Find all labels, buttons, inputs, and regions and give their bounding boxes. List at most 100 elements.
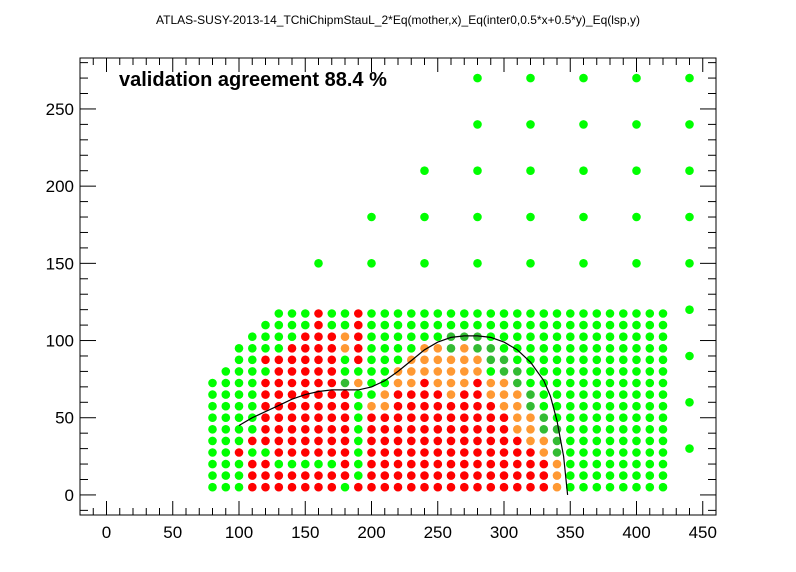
disagreement-red-point — [274, 471, 284, 480]
agreement-point — [579, 425, 588, 434]
disagreement-red-point — [301, 355, 310, 365]
partial-agreement-point — [340, 378, 350, 388]
disagreement-red-point — [367, 413, 376, 423]
agreement-point — [460, 320, 469, 330]
disagreement-orange-point — [446, 390, 456, 399]
agreement-point — [645, 390, 655, 399]
agreement-point — [552, 367, 562, 376]
disagreement-orange-point — [433, 355, 443, 365]
partial-agreement-point — [552, 436, 562, 446]
agreement-point — [592, 459, 602, 469]
agreement-point — [221, 413, 231, 423]
disagreement-red-point — [380, 471, 390, 480]
disagreement-red-point — [473, 425, 482, 434]
agreement-point — [579, 259, 588, 268]
agreement-point — [208, 436, 217, 446]
disagreement-orange-point — [526, 425, 535, 434]
agreement-point — [248, 378, 257, 388]
agreement-point — [552, 390, 562, 399]
agreement-point — [473, 212, 482, 222]
disagreement-red-point — [327, 401, 337, 411]
disagreement-red-point — [380, 413, 390, 423]
disagreement-red-point — [354, 320, 363, 330]
disagreement-red-point — [301, 401, 310, 411]
disagreement-red-point — [513, 482, 522, 492]
disagreement-red-point — [314, 413, 323, 423]
agreement-point — [645, 344, 655, 353]
disagreement-red-point — [261, 482, 270, 492]
disagreement-red-point — [287, 390, 297, 399]
agreement-point — [579, 436, 588, 446]
disagreement-red-point — [393, 482, 403, 492]
disagreement-red-point — [446, 436, 456, 446]
disagreement-red-point — [433, 459, 443, 469]
disagreement-red-point — [473, 378, 482, 388]
disagreement-red-point — [380, 448, 390, 457]
agreement-point — [367, 320, 376, 330]
disagreement-red-point — [407, 413, 416, 423]
agreement-point — [605, 471, 615, 480]
disagreement-red-point — [248, 482, 257, 492]
agreement-point — [261, 320, 270, 330]
agreement-point — [619, 309, 628, 318]
disagreement-red-point — [433, 471, 443, 480]
agreement-point — [433, 320, 443, 330]
disagreement-red-point — [327, 367, 337, 376]
agreement-point — [645, 320, 655, 330]
agreement-point — [539, 320, 549, 330]
agreement-point — [380, 367, 390, 376]
agreement-point — [473, 166, 482, 175]
disagreement-red-point — [513, 436, 522, 446]
agreement-point — [526, 367, 535, 376]
agreement-point — [552, 413, 562, 423]
agreement-point — [473, 259, 482, 268]
disagreement-red-point — [446, 401, 456, 411]
agreement-point — [658, 436, 668, 446]
agreement-point — [632, 413, 641, 423]
disagreement-red-point — [314, 482, 323, 492]
disagreement-red-point — [420, 482, 429, 492]
agreement-point — [513, 309, 522, 318]
agreement-point — [208, 425, 217, 434]
disagreement-red-point — [486, 413, 496, 423]
agreement-point — [473, 73, 482, 83]
agreement-point — [539, 401, 549, 411]
agreement-point — [632, 355, 641, 365]
disagreement-red-point — [340, 436, 350, 446]
agreement-point — [526, 344, 535, 353]
disagreement-orange-point — [539, 436, 549, 446]
disagreement-orange-point — [552, 471, 562, 480]
disagreement-red-point — [327, 378, 337, 388]
agreement-point — [274, 344, 284, 353]
agreement-point — [632, 259, 641, 268]
disagreement-orange-point — [460, 344, 469, 353]
agreement-point — [645, 401, 655, 411]
disagreement-red-point — [473, 401, 482, 411]
agreement-point — [393, 344, 403, 353]
disagreement-red-point — [473, 471, 482, 480]
agreement-point — [619, 344, 628, 353]
disagreement-red-point — [314, 320, 323, 330]
agreement-point — [261, 448, 270, 457]
disagreement-red-point — [367, 448, 376, 457]
agreement-point — [208, 482, 217, 492]
disagreement-red-point — [274, 390, 284, 399]
agreement-point — [248, 355, 257, 365]
agreement-point — [420, 309, 429, 318]
disagreement-red-point — [393, 471, 403, 480]
disagreement-red-point — [393, 459, 403, 469]
agreement-point — [592, 378, 602, 388]
disagreement-red-point — [314, 401, 323, 411]
partial-agreement-point — [526, 401, 535, 411]
agreement-point — [234, 378, 244, 388]
agreement-point — [685, 212, 694, 222]
disagreement-red-point — [407, 482, 416, 492]
disagreement-orange-point — [380, 390, 390, 399]
agreement-point — [314, 259, 323, 268]
agreement-point — [658, 401, 668, 411]
agreement-point — [420, 332, 429, 342]
agreement-point — [234, 401, 244, 411]
disagreement-red-point — [314, 355, 323, 365]
disagreement-red-point — [486, 436, 496, 446]
agreement-point — [221, 459, 231, 469]
